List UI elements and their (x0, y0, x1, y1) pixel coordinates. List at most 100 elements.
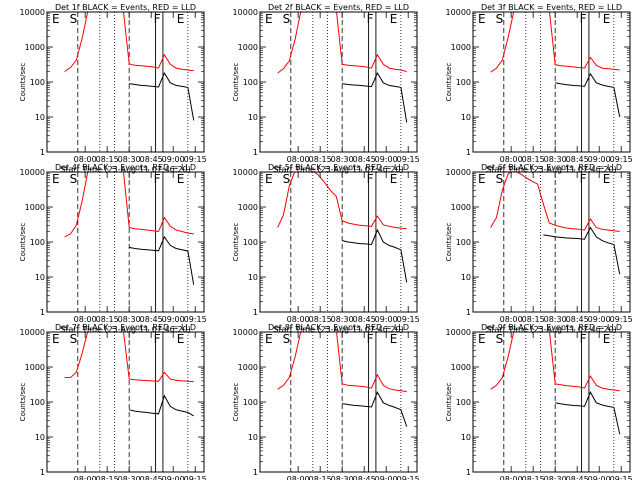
x-tick-label: 08:45 (140, 155, 163, 164)
x-tick-label: 08:30 (544, 155, 567, 164)
lld-series-line (490, 12, 620, 73)
panel-title: Det 5f BLACK = Events, RED = LLD (268, 163, 409, 172)
y-tick-label: 10 (248, 433, 258, 442)
region-marker-label: E (478, 12, 486, 26)
y-tick-label: 10 (35, 433, 45, 442)
region-marker-label: S (283, 332, 291, 346)
y-tick-label: 1000 (238, 203, 258, 212)
x-tick-label: 08:45 (353, 315, 376, 324)
x-tick-label: 09:15 (610, 475, 633, 480)
panel-title: Det 7f BLACK = Events, RED = LLD (55, 323, 196, 332)
x-axis-label: Start Time (23-Aug-11 07:46:20) (486, 165, 617, 174)
region-marker-label: E (52, 332, 60, 346)
x-tick-label: 09:15 (610, 155, 633, 164)
x-tick-label: 08:45 (140, 315, 163, 324)
x-tick-label: 08:30 (118, 475, 141, 480)
region-marker-label: F (154, 172, 161, 186)
y-tick-label: 1 (466, 148, 471, 157)
region-marker-label: E (390, 172, 398, 186)
y-tick-label: 1 (40, 308, 45, 317)
x-tick-label: 08:15 (96, 475, 119, 480)
x-tick-label: 08:15 (96, 155, 119, 164)
x-tick-label: 08:45 (566, 475, 589, 480)
y-tick-label: 100 (243, 398, 258, 407)
region-marker-label: S (70, 172, 78, 186)
y-tick-label: 10 (248, 113, 258, 122)
y-tick-label: 1000 (238, 363, 258, 372)
x-tick-label: 08:00 (287, 315, 310, 324)
region-marker-label: S (496, 332, 504, 346)
y-tick-label: 10 (35, 273, 45, 282)
x-tick-label: 08:30 (331, 155, 354, 164)
x-tick-label: 08:00 (74, 475, 97, 480)
region-marker-label: F (580, 12, 587, 26)
region-marker-label: E (390, 12, 398, 26)
x-tick-label: 08:15 (96, 315, 119, 324)
x-tick-label: 08:00 (74, 315, 97, 324)
x-tick-label: 09:00 (375, 155, 398, 164)
x-tick-label: 09:00 (162, 315, 185, 324)
lld-series-line (490, 332, 620, 392)
region-marker-label: F (367, 332, 374, 346)
region-marker-label: E (177, 332, 185, 346)
region-marker-label: E (177, 12, 185, 26)
region-marker-label: F (580, 332, 587, 346)
x-tick-label: 08:30 (544, 475, 567, 480)
x-tick-label: 09:00 (162, 475, 185, 480)
region-marker-label: S (496, 12, 504, 26)
x-tick-label: 09:15 (397, 475, 420, 480)
region-marker-label: S (70, 332, 78, 346)
x-tick-label: 08:15 (309, 155, 332, 164)
x-tick-label: 09:00 (162, 155, 185, 164)
y-tick-label: 10000 (20, 328, 45, 337)
region-marker-label: E (177, 172, 185, 186)
x-tick-label: 08:30 (118, 155, 141, 164)
x-tick-label: 08:45 (566, 155, 589, 164)
lld-series-line (64, 12, 194, 72)
region-marker-label: E (478, 332, 486, 346)
y-tick-label: 10000 (446, 328, 471, 337)
lld-series-line (277, 12, 407, 74)
lld-series-line (490, 172, 620, 232)
x-tick-label: 09:15 (184, 475, 207, 480)
region-marker-label: E (265, 172, 273, 186)
y-tick-label: 10 (461, 273, 471, 282)
region-marker-label: E (265, 332, 273, 346)
panel-title: Det 9f BLACK = Events, RED = LLD (481, 323, 622, 332)
x-tick-label: 08:15 (309, 315, 332, 324)
region-marker-label: S (496, 172, 504, 186)
x-tick-label: 09:00 (588, 315, 611, 324)
y-axis-label: Counts/sec (19, 63, 27, 102)
y-tick-label: 10000 (20, 8, 45, 17)
region-marker-label: F (580, 172, 587, 186)
y-tick-label: 100 (30, 398, 45, 407)
region-marker-label: S (283, 12, 291, 26)
events-series-line (342, 228, 408, 283)
x-axis-label: Start Time (23-Aug-11 07:46:20) (273, 165, 404, 174)
events-series-line (129, 235, 195, 285)
y-axis-label: Counts/sec (445, 223, 453, 262)
y-axis-label: Counts/sec (232, 63, 240, 102)
x-axis-label: Start Time (23-Aug-11 07:46:20) (60, 165, 191, 174)
y-tick-label: 100 (456, 398, 471, 407)
y-tick-label: 1 (466, 308, 471, 317)
x-tick-label: 08:45 (566, 315, 589, 324)
x-tick-label: 09:15 (184, 155, 207, 164)
y-tick-label: 10000 (446, 8, 471, 17)
events-series-line (543, 226, 621, 275)
y-tick-label: 1 (40, 148, 45, 157)
events-series-line (555, 391, 621, 435)
region-marker-label: F (154, 332, 161, 346)
x-tick-label: 08:15 (522, 475, 545, 480)
x-tick-label: 09:15 (397, 155, 420, 164)
x-tick-label: 08:15 (522, 315, 545, 324)
y-axis-label: Counts/sec (445, 383, 453, 422)
